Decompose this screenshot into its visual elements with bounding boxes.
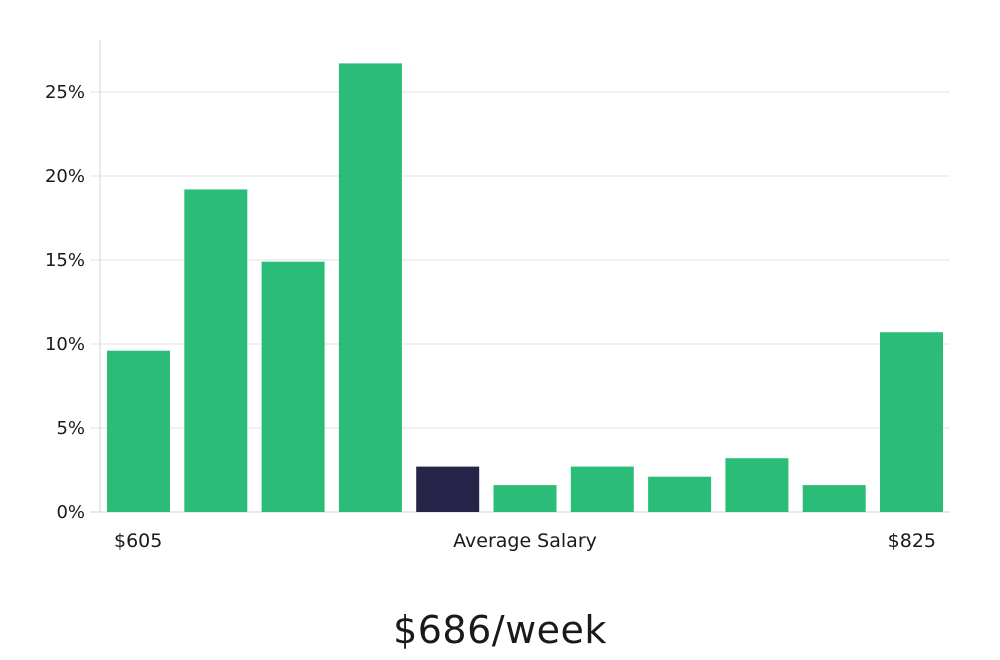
salary-distribution-chart: 0% 5% 10% 15% 20% 25% $605 Average Salary $82…: [45, 40, 950, 552]
bar: [725, 458, 789, 512]
x-min-label: $605: [114, 530, 162, 552]
bar: [261, 261, 325, 512]
y-tick-label: 5%: [56, 418, 85, 439]
bar: [802, 485, 866, 512]
y-tick-label: 20%: [45, 166, 85, 187]
y-tick-label: 15%: [45, 250, 85, 271]
y-tick-label: 0%: [56, 502, 85, 523]
x-max-label: $825: [888, 530, 936, 552]
bar: [570, 466, 634, 512]
y-axis-ticks: 0% 5% 10% 15% 20% 25%: [45, 82, 85, 523]
bar: [338, 63, 402, 513]
y-tick-label: 10%: [45, 334, 85, 355]
bar: [107, 350, 170, 512]
bar-highlighted: [416, 466, 480, 512]
bar: [880, 332, 943, 512]
bar: [184, 189, 248, 512]
x-axis-title: Average Salary: [453, 530, 597, 552]
bar: [493, 485, 557, 512]
bars: [107, 63, 943, 513]
average-salary-headline: $686/week: [393, 608, 607, 652]
y-tick-label: 25%: [45, 82, 85, 103]
bar: [648, 476, 712, 512]
